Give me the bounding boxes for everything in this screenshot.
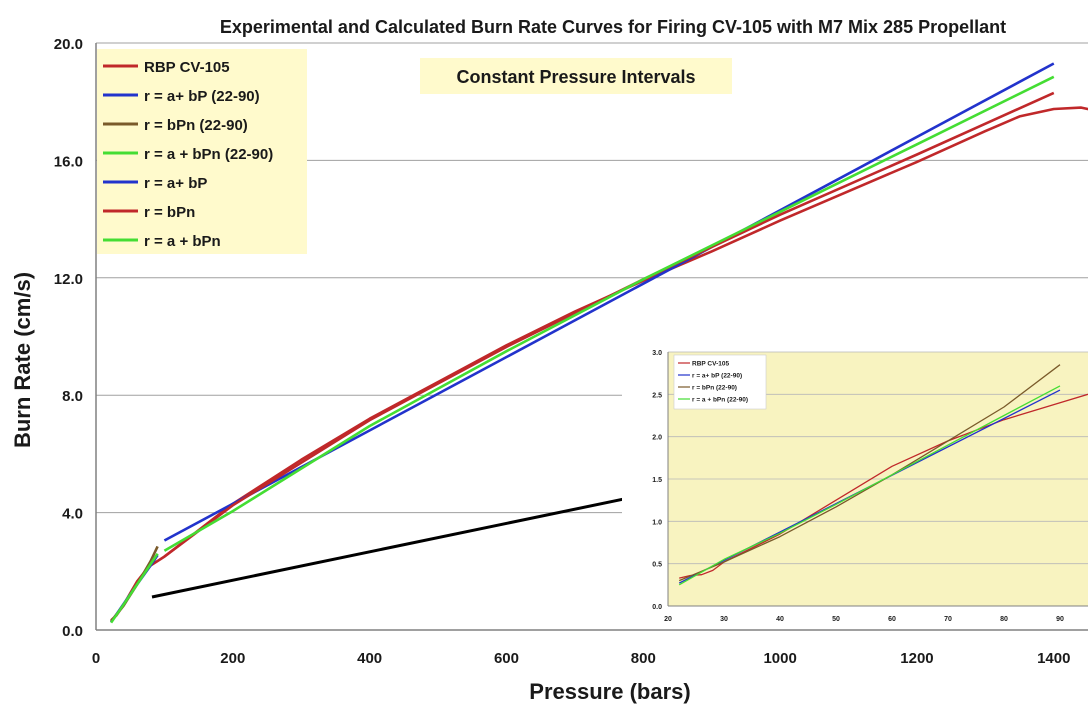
- inset-x-tick-label: 50: [832, 616, 840, 623]
- legend-label: r = a+ bP (22-90): [144, 88, 260, 105]
- inset-x-tick-label: 40: [776, 616, 784, 623]
- x-tick-label: 1000: [763, 650, 796, 667]
- x-tick-label: 200: [220, 650, 245, 667]
- y-tick-label: 0.0: [62, 623, 83, 640]
- inset-chart: 0.0 0.5 1.0 1.5 2.0 2.5 3.0 20 30 40 50 60 70 80 90 RBP…: [622, 340, 1088, 628]
- legend-label: RBP CV-105: [144, 59, 230, 76]
- legend-label: r = a + bPn: [144, 233, 221, 250]
- x-axis-label: Pressure (bars): [529, 679, 690, 704]
- y-tick-label: 4.0: [62, 506, 83, 523]
- legend-label: r = bPn (22-90): [144, 117, 248, 134]
- inset-y-tick-label: 1.5: [652, 477, 662, 484]
- x-tick-label: 800: [631, 650, 656, 667]
- inset-legend-label: r = a + bPn (22-90): [692, 397, 748, 404]
- x-tick-label: 1200: [900, 650, 933, 667]
- y-tick-label: 20.0: [54, 36, 83, 53]
- inset-x-tick-label: 20: [664, 616, 672, 623]
- y-tick-label: 16.0: [54, 153, 83, 170]
- inset-y-tick-label: 0.0: [652, 604, 662, 611]
- x-tick-label: 0: [92, 650, 100, 667]
- x-tick-label: 600: [494, 650, 519, 667]
- inset-x-tick-label: 90: [1056, 616, 1064, 623]
- y-tick-label: 8.0: [62, 388, 83, 405]
- inset-legend-label: r = a+ bP (22-90): [692, 373, 742, 380]
- inset-legend-label: RBP CV-105: [692, 361, 729, 368]
- inset-x-tick-label: 70: [944, 616, 952, 623]
- x-tick-label: 1400: [1037, 650, 1070, 667]
- inset-y-tick-label: 1.0: [652, 519, 662, 526]
- inset-y-tick-label: 3.0: [652, 350, 662, 357]
- legend: RBP CV-105 r = a+ bP (22-90) r = bPn (22-9…: [97, 49, 307, 254]
- legend-label: r = a+ bP: [144, 175, 207, 192]
- chart-title: Experimental and Calculated Burn Rate Cu…: [220, 17, 1006, 37]
- y-tick-label: 12.0: [54, 271, 83, 288]
- y-axis-label: Burn Rate (cm/s): [10, 272, 35, 448]
- inset-y-tick-label: 2.5: [652, 392, 662, 399]
- x-tick-label: 400: [357, 650, 382, 667]
- series-line: [111, 554, 158, 623]
- legend-label: r = bPn: [144, 204, 195, 221]
- inset-y-tick-label: 2.0: [652, 435, 662, 442]
- inset-legend-label: r = bPn (22-90): [692, 385, 737, 392]
- inset-x-tick-label: 30: [720, 616, 728, 623]
- legend-label: r = a + bPn (22-90): [144, 146, 273, 163]
- inset-x-tick-label: 60: [888, 616, 896, 623]
- annotation-text: Constant Pressure Intervals: [456, 67, 695, 87]
- inset-y-tick-label: 0.5: [652, 562, 662, 569]
- inset-x-tick-label: 80: [1000, 616, 1008, 623]
